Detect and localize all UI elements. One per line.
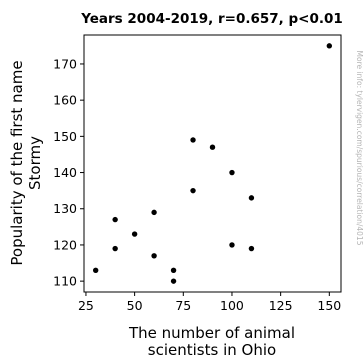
data-points: [92, 43, 333, 284]
y-tick-label: 140: [53, 165, 77, 180]
data-point: [112, 245, 118, 252]
chart-title: Years 2004-2019, r=0.657, p<0.01: [80, 11, 343, 27]
data-point: [326, 43, 333, 49]
x-tick-label: 100: [220, 298, 244, 313]
x-tick-label: 50: [127, 298, 143, 313]
data-point: [209, 144, 216, 150]
data-point: [190, 187, 196, 194]
y-axis: 110 120 130 140 150 160 170: [53, 56, 84, 289]
data-point: [229, 169, 235, 176]
data-point: [170, 267, 177, 273]
plot-border: [83, 34, 342, 293]
data-point: [170, 278, 177, 284]
data-point: [248, 195, 255, 201]
plot-area: [83, 34, 342, 293]
x-axis-label-line-2: scientists in Ohio: [148, 341, 276, 358]
data-point: [248, 245, 255, 252]
y-tick-label: 110: [53, 274, 77, 289]
watermark-text: More info: tylervigen.com/spurious/corre…: [355, 51, 364, 246]
y-tick-label: 130: [53, 201, 77, 216]
x-axis-label-line-1: The number of animal: [128, 324, 295, 342]
data-point: [190, 137, 196, 143]
data-point: [151, 253, 157, 259]
y-axis-label-line-2: Stormy: [26, 136, 44, 190]
x-tick-label: 125: [269, 298, 293, 313]
y-tick-label: 160: [53, 93, 77, 108]
data-point: [92, 267, 99, 273]
x-tick-label: 75: [175, 298, 191, 313]
data-point: [112, 216, 118, 223]
y-tick-label: 150: [53, 129, 77, 144]
data-point: [131, 231, 138, 237]
y-tick-label: 120: [53, 237, 77, 252]
x-tick-label: 150: [317, 298, 341, 313]
y-axis-label-line-1: Popularity of the first name: [8, 60, 26, 265]
data-point: [229, 242, 235, 248]
data-point: [151, 209, 157, 216]
y-tick-label: 170: [53, 56, 77, 71]
x-tick-label: 25: [78, 298, 94, 313]
x-axis: 25 50 75 100 125 150: [78, 292, 341, 313]
